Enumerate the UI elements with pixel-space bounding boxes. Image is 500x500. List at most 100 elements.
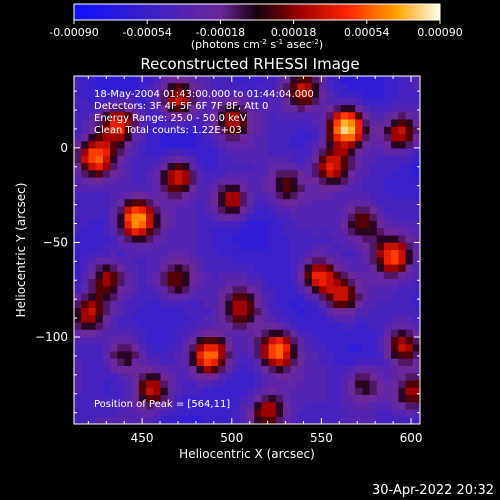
heatmap-cell	[376, 170, 385, 179]
heatmap-cell	[95, 366, 104, 374]
heatmap-cell	[355, 416, 363, 424]
heatmap-cell	[369, 337, 378, 345]
heatmap-cell	[153, 395, 162, 403]
heatmap-cell	[391, 409, 399, 418]
heatmap-cell	[102, 76, 111, 84]
heatmap-cell	[383, 271, 392, 280]
heatmap-cell	[254, 148, 263, 157]
heatmap-cell	[232, 90, 241, 99]
heatmap-cell	[355, 119, 363, 128]
heatmap-cell	[326, 199, 335, 208]
heatmap-cell	[261, 221, 270, 229]
heatmap-cell	[275, 315, 284, 324]
heatmap-cell	[160, 105, 169, 113]
heatmap-cell	[239, 134, 248, 142]
heatmap-cell	[376, 134, 385, 142]
x-tick-label: 600	[400, 431, 423, 445]
colorbar-tick-label: 0.00090	[417, 26, 463, 39]
heatmap-cell	[232, 279, 241, 287]
heatmap-cell	[124, 409, 133, 418]
heatmap-cell	[398, 199, 407, 208]
heatmap-cell	[304, 308, 313, 316]
heatmap-cell	[160, 97, 169, 106]
heatmap-cell	[283, 387, 291, 396]
heatmap-cell	[304, 242, 313, 251]
heatmap-cell	[247, 213, 255, 222]
heatmap-cell	[275, 119, 284, 128]
heatmap-cell	[333, 213, 342, 222]
heatmap-cell	[196, 402, 205, 411]
heatmap-cell	[174, 155, 183, 164]
heatmap-cell	[326, 192, 335, 200]
heatmap-cell	[182, 395, 190, 403]
heatmap-cell	[290, 380, 299, 389]
heatmap-cell	[297, 242, 306, 251]
heatmap-cell	[182, 286, 190, 295]
heatmap-cell	[232, 271, 241, 280]
heatmap-cell	[117, 90, 126, 99]
heatmap-cell	[405, 373, 414, 382]
heatmap-cell	[203, 380, 212, 389]
heatmap-cell	[174, 213, 183, 222]
heatmap-cell	[297, 192, 306, 200]
heatmap-cell	[74, 351, 82, 360]
heatmap-cell	[189, 112, 198, 121]
heatmap-cell	[290, 293, 299, 302]
heatmap-cell	[239, 351, 248, 360]
heatmap-cell	[174, 170, 183, 179]
heatmap-cell	[362, 271, 371, 280]
heatmap-cell	[326, 155, 335, 164]
heatmap-cell	[153, 184, 162, 193]
heatmap-cell	[153, 170, 162, 179]
heatmap-cell	[290, 235, 299, 244]
heatmap-cell	[138, 105, 147, 113]
heatmap-cell	[182, 387, 190, 396]
heatmap-cell	[405, 155, 414, 164]
heatmap-cell	[355, 126, 363, 135]
heatmap-cell	[290, 97, 299, 106]
heatmap-cell	[297, 395, 306, 403]
heatmap-cell	[218, 387, 226, 396]
heatmap-cell	[290, 126, 299, 135]
heatmap-cell	[326, 170, 335, 179]
heatmap-cell	[261, 279, 270, 287]
heatmap-cell	[210, 126, 219, 135]
heatmap-cell	[110, 105, 118, 113]
heatmap-cell	[355, 177, 363, 186]
heatmap-cell	[110, 329, 118, 338]
heatmap-cell	[95, 337, 104, 345]
heatmap-cell	[88, 76, 97, 84]
heatmap-cell	[340, 264, 349, 273]
heatmap-cell	[210, 322, 219, 331]
heatmap-cell	[117, 112, 126, 121]
heatmap-cell	[146, 337, 154, 345]
heatmap-cell	[283, 373, 291, 382]
heatmap-cell	[203, 235, 212, 244]
heatmap-cell	[102, 416, 111, 424]
heatmap-cell	[297, 213, 306, 222]
heatmap-cell	[254, 76, 263, 84]
heatmap-cell	[203, 126, 212, 135]
heatmap-cell	[376, 250, 385, 258]
heatmap-cell	[254, 177, 263, 186]
heatmap-cell	[283, 286, 291, 295]
heatmap-cell	[398, 409, 407, 418]
heatmap-cell	[376, 322, 385, 331]
heatmap-cell	[347, 170, 356, 179]
heatmap-cell	[247, 112, 255, 121]
heatmap-cell	[347, 90, 356, 99]
heatmap-cell	[405, 105, 414, 113]
heatmap-cell	[210, 271, 219, 280]
heatmap-cell	[167, 83, 176, 92]
heatmap-cell	[311, 76, 320, 84]
heatmap-cell	[218, 126, 226, 135]
heatmap-cell	[131, 271, 140, 280]
heatmap-cell	[232, 119, 241, 128]
heatmap-cell	[283, 112, 291, 121]
heatmap-cell	[376, 329, 385, 338]
heatmap-cell	[117, 163, 126, 171]
heatmap-cell	[290, 257, 299, 266]
heatmap-cell	[203, 155, 212, 164]
heatmap-cell	[167, 97, 176, 106]
heatmap-cell	[95, 163, 104, 171]
